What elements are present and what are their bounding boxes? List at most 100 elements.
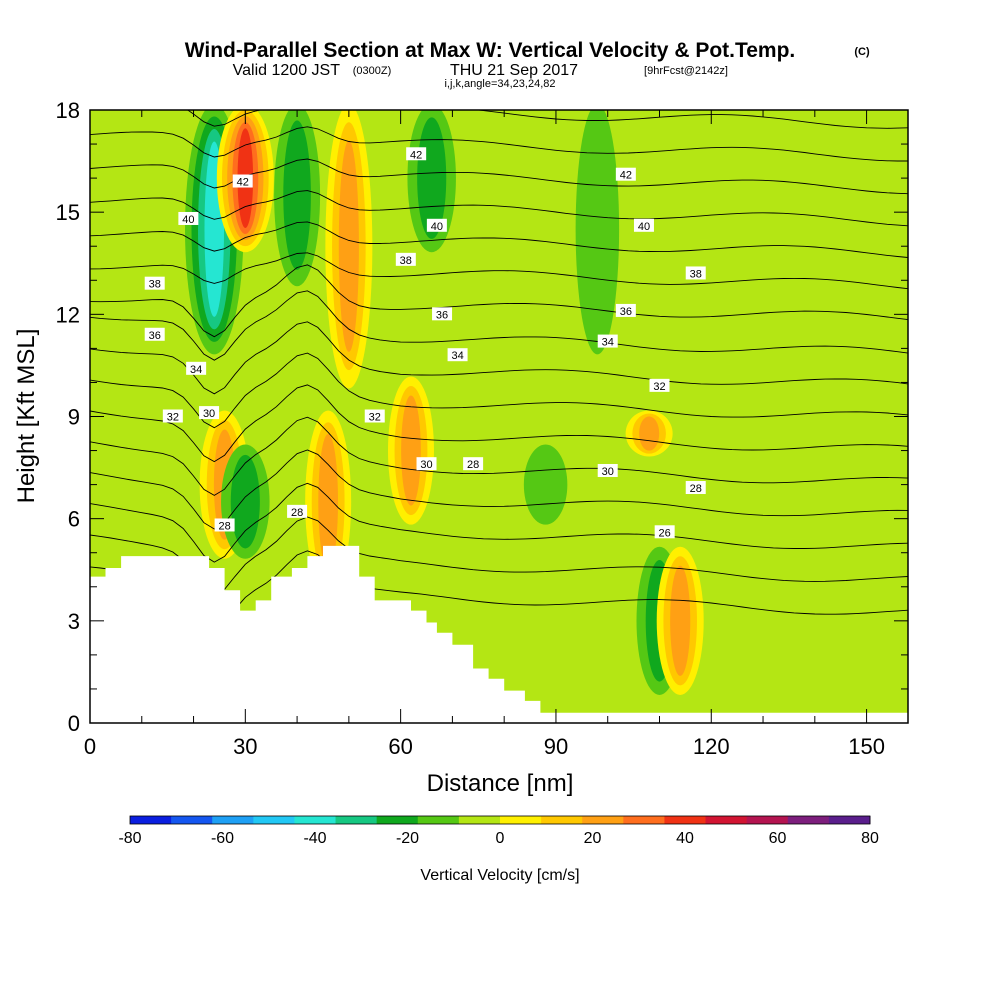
copyright-mark: (C): [854, 46, 870, 58]
y-tick-label: 0: [68, 711, 80, 736]
contour-label-box: [416, 457, 437, 471]
contour-label-text: 34: [190, 364, 202, 376]
theta-contour: [90, 321, 908, 395]
contour-label: 34: [597, 334, 618, 349]
contour-label: 36: [432, 307, 453, 321]
colorbar-swatch: [253, 816, 295, 824]
w-cell: [230, 454, 260, 549]
x-tick-label: 120: [693, 734, 730, 759]
theta-contour: [90, 264, 908, 338]
w-cell: [670, 565, 691, 676]
x-tick-label: 30: [233, 734, 257, 759]
contour-label: 42: [232, 174, 253, 189]
colorbar: [129, 815, 871, 825]
contour-label-text: 40: [638, 221, 650, 233]
contour-label: 32: [649, 378, 670, 393]
contour-label-box: [615, 303, 636, 317]
colorbar-tick-label: -80: [118, 830, 141, 847]
contour-label-box: [654, 525, 675, 539]
contour-label: 32: [162, 409, 183, 424]
contour-label-text: 28: [690, 483, 702, 495]
colorbar-swatch: [623, 816, 665, 824]
contour-label: 30: [597, 463, 618, 478]
theta-contour: [90, 252, 908, 290]
contour-label: 38: [395, 252, 416, 267]
contour-label-box: [199, 406, 220, 420]
colorbar-swatch: [458, 816, 501, 824]
contour-label: 40: [178, 211, 199, 226]
contour-label-text: 36: [620, 306, 632, 318]
colorbar-swatch: [294, 816, 337, 824]
theta-contour: [90, 190, 908, 227]
terrain: [90, 545, 908, 723]
contour-label: 30: [199, 406, 220, 420]
theta-contour: [90, 221, 908, 258]
contour-label: 40: [426, 218, 447, 233]
colorbar-tick-label: -20: [396, 830, 419, 847]
contour-label-text: 40: [182, 214, 194, 226]
contour-label-box: [287, 504, 308, 518]
contour-label-text: 32: [653, 381, 665, 393]
colorbar-swatch: [335, 816, 378, 824]
colorbar-swatch: [212, 816, 254, 824]
contour-label-box: [447, 348, 468, 362]
contour-label-box: [178, 211, 199, 225]
contour-label-box: [214, 518, 235, 532]
colorbar-tick-label: 80: [861, 830, 879, 847]
w-cell: [338, 140, 359, 352]
contour-label-text: 42: [237, 177, 249, 189]
contour-label: 30: [416, 457, 437, 471]
colorbar-swatch: [746, 816, 789, 824]
colorbar-tick-label: 60: [769, 830, 787, 847]
colorbar-swatch: [582, 816, 624, 824]
contour-label: 42: [406, 147, 427, 161]
x-tick-label: 90: [544, 734, 568, 759]
colorbar-swatch: [417, 816, 460, 824]
y-tick-label: 3: [68, 609, 80, 634]
contour-label: 36: [615, 303, 636, 318]
contour-label-box: [432, 307, 453, 321]
grid-indices: i,j,k,angle=34,23,24,82: [444, 78, 555, 90]
colorbar-swatch: [376, 816, 419, 824]
x-axis: 0 30 60 90 120 150: [84, 110, 885, 759]
y-tick-label: 12: [56, 302, 80, 327]
contour-label-text: 42: [620, 170, 632, 182]
contour-label: 40: [633, 218, 654, 233]
y-axis-label: Height [Kft MSL]: [13, 329, 40, 504]
x-tick-label: 60: [388, 734, 412, 759]
contour-label-text: 36: [149, 330, 161, 342]
theta-contour: [90, 0, 908, 33]
x-axis-label: Distance [nm]: [427, 770, 574, 797]
contour-label-text: 36: [436, 309, 448, 321]
contour-label: 32: [364, 409, 385, 424]
y-tick-label: 18: [56, 98, 80, 123]
contour-label-box: [144, 327, 165, 341]
colorbar-swatch: [171, 816, 213, 824]
contour-label-text: 32: [369, 412, 381, 424]
contour-label: 28: [463, 457, 484, 471]
contour-label-box: [162, 409, 183, 423]
contour-label-text: 28: [218, 520, 230, 532]
contour-label-text: 38: [149, 279, 161, 291]
contour-label: 28: [685, 481, 706, 495]
y-tick-label: 6: [68, 507, 80, 532]
colorbar-tick-label: -60: [211, 830, 234, 847]
contour-label-box: [615, 167, 636, 181]
theta-contour: [90, 416, 908, 496]
contour-label-text: 38: [690, 268, 702, 280]
colorbar-tick-label: -40: [303, 830, 326, 847]
valid-date: THU 21 Sep 2017: [450, 62, 578, 79]
contour-label: 26: [654, 525, 675, 539]
contour-label: 28: [214, 518, 235, 532]
contour-label-box: [685, 266, 706, 280]
contour-label: 34: [447, 348, 468, 362]
colorbar-swatch: [130, 816, 172, 824]
contour-label-text: 34: [602, 337, 614, 349]
contour-label: 34: [186, 361, 207, 376]
colorbar-swatch: [705, 816, 748, 824]
contour-label-box: [232, 174, 253, 188]
contour-label-box: [364, 409, 385, 423]
colorbar-swatch: [787, 816, 830, 824]
theta-contour: [90, 0, 908, 2]
